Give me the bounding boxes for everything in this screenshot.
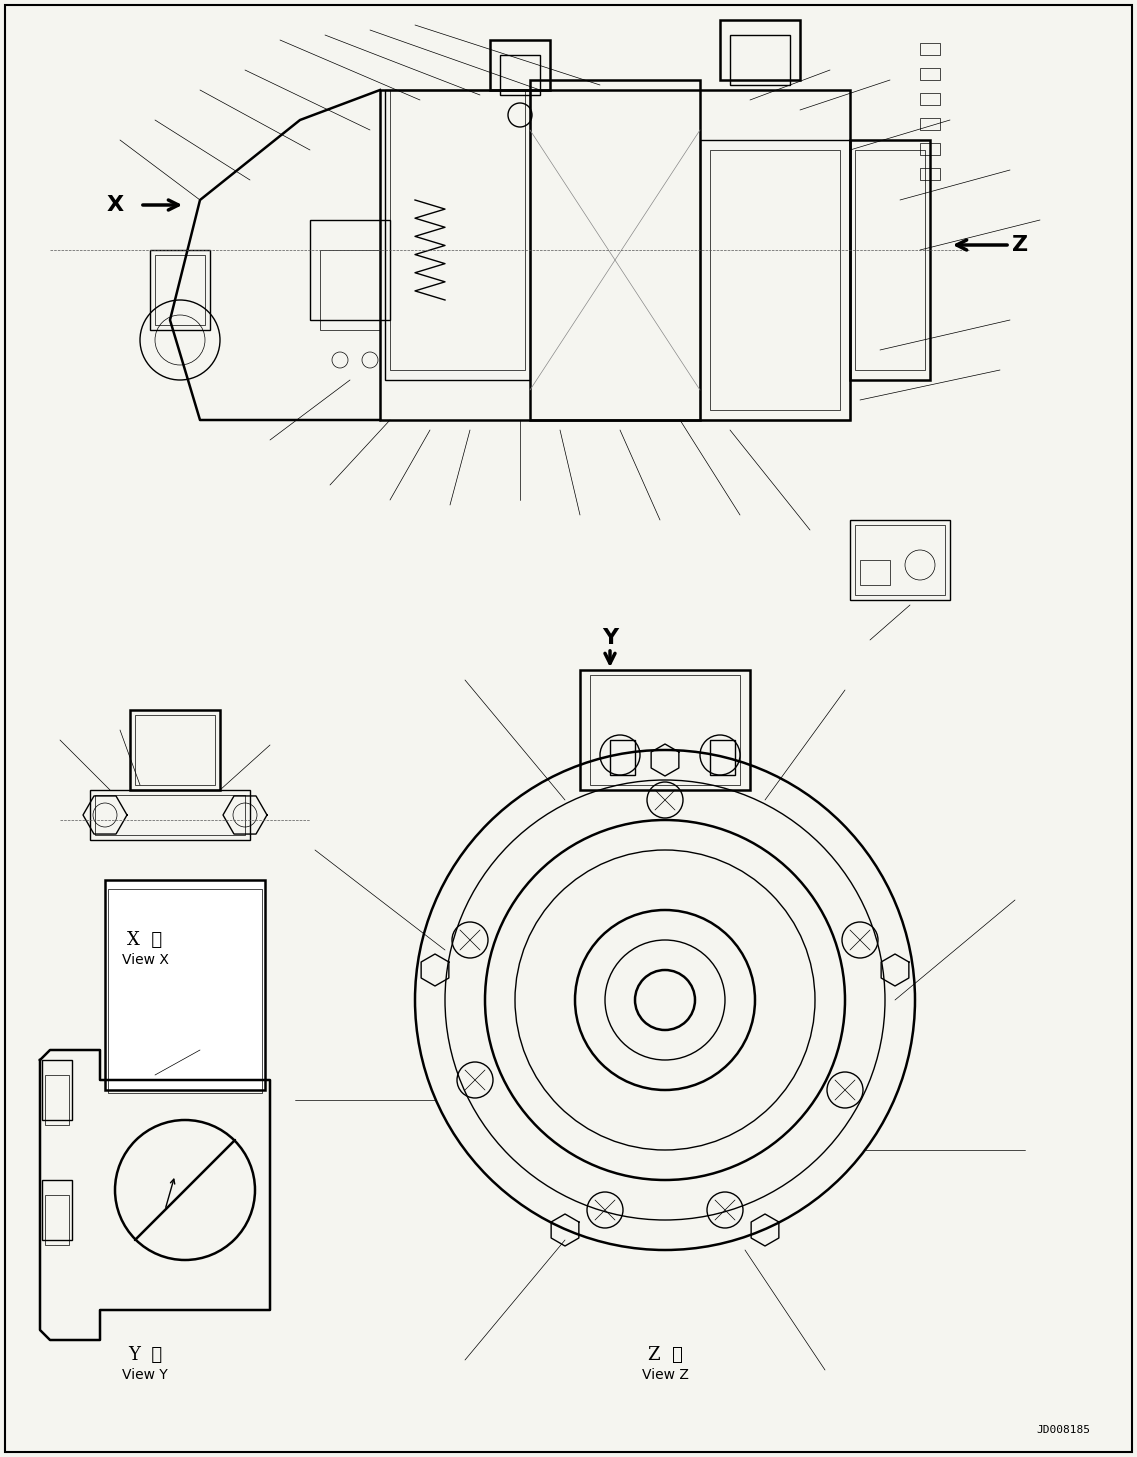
Bar — [490, 39, 550, 90]
Bar — [709, 740, 735, 775]
Bar — [500, 55, 540, 95]
Bar — [130, 710, 219, 790]
Bar — [860, 559, 890, 586]
Bar — [580, 670, 750, 790]
Bar — [42, 1061, 72, 1120]
Bar — [850, 140, 930, 380]
Text: Y: Y — [601, 628, 619, 648]
Text: JD008185: JD008185 — [1036, 1425, 1090, 1435]
Bar — [380, 90, 850, 420]
Bar — [90, 790, 250, 841]
Bar — [709, 150, 840, 409]
Bar — [855, 150, 926, 370]
Bar — [530, 80, 700, 420]
Bar — [920, 68, 940, 80]
Bar — [730, 35, 790, 85]
Text: Y  視: Y 視 — [128, 1346, 163, 1364]
Bar — [390, 90, 525, 370]
Text: X: X — [107, 195, 124, 216]
Text: View Z: View Z — [641, 1368, 688, 1383]
Bar — [590, 675, 740, 785]
Bar — [319, 251, 380, 329]
Bar — [155, 255, 205, 325]
Text: View X: View X — [122, 953, 168, 967]
Bar — [385, 90, 530, 380]
Bar — [310, 220, 390, 321]
Bar — [45, 1195, 69, 1244]
Bar — [135, 715, 215, 785]
Bar — [920, 118, 940, 130]
Bar — [45, 1075, 69, 1125]
Text: View Y: View Y — [122, 1368, 168, 1383]
Bar — [920, 93, 940, 105]
Bar — [700, 140, 850, 420]
Bar — [855, 525, 945, 594]
Text: X  視: X 視 — [127, 931, 163, 949]
Bar — [42, 1180, 72, 1240]
Bar — [609, 740, 634, 775]
Bar — [720, 20, 800, 80]
Bar — [96, 796, 244, 835]
Bar — [920, 168, 940, 181]
Bar — [920, 44, 940, 55]
Bar — [920, 143, 940, 154]
Bar — [105, 880, 265, 1090]
Bar — [108, 889, 262, 1093]
Text: Z  視: Z 視 — [648, 1346, 682, 1364]
Bar — [850, 520, 951, 600]
Bar — [150, 251, 210, 329]
Text: Z: Z — [1012, 235, 1028, 255]
